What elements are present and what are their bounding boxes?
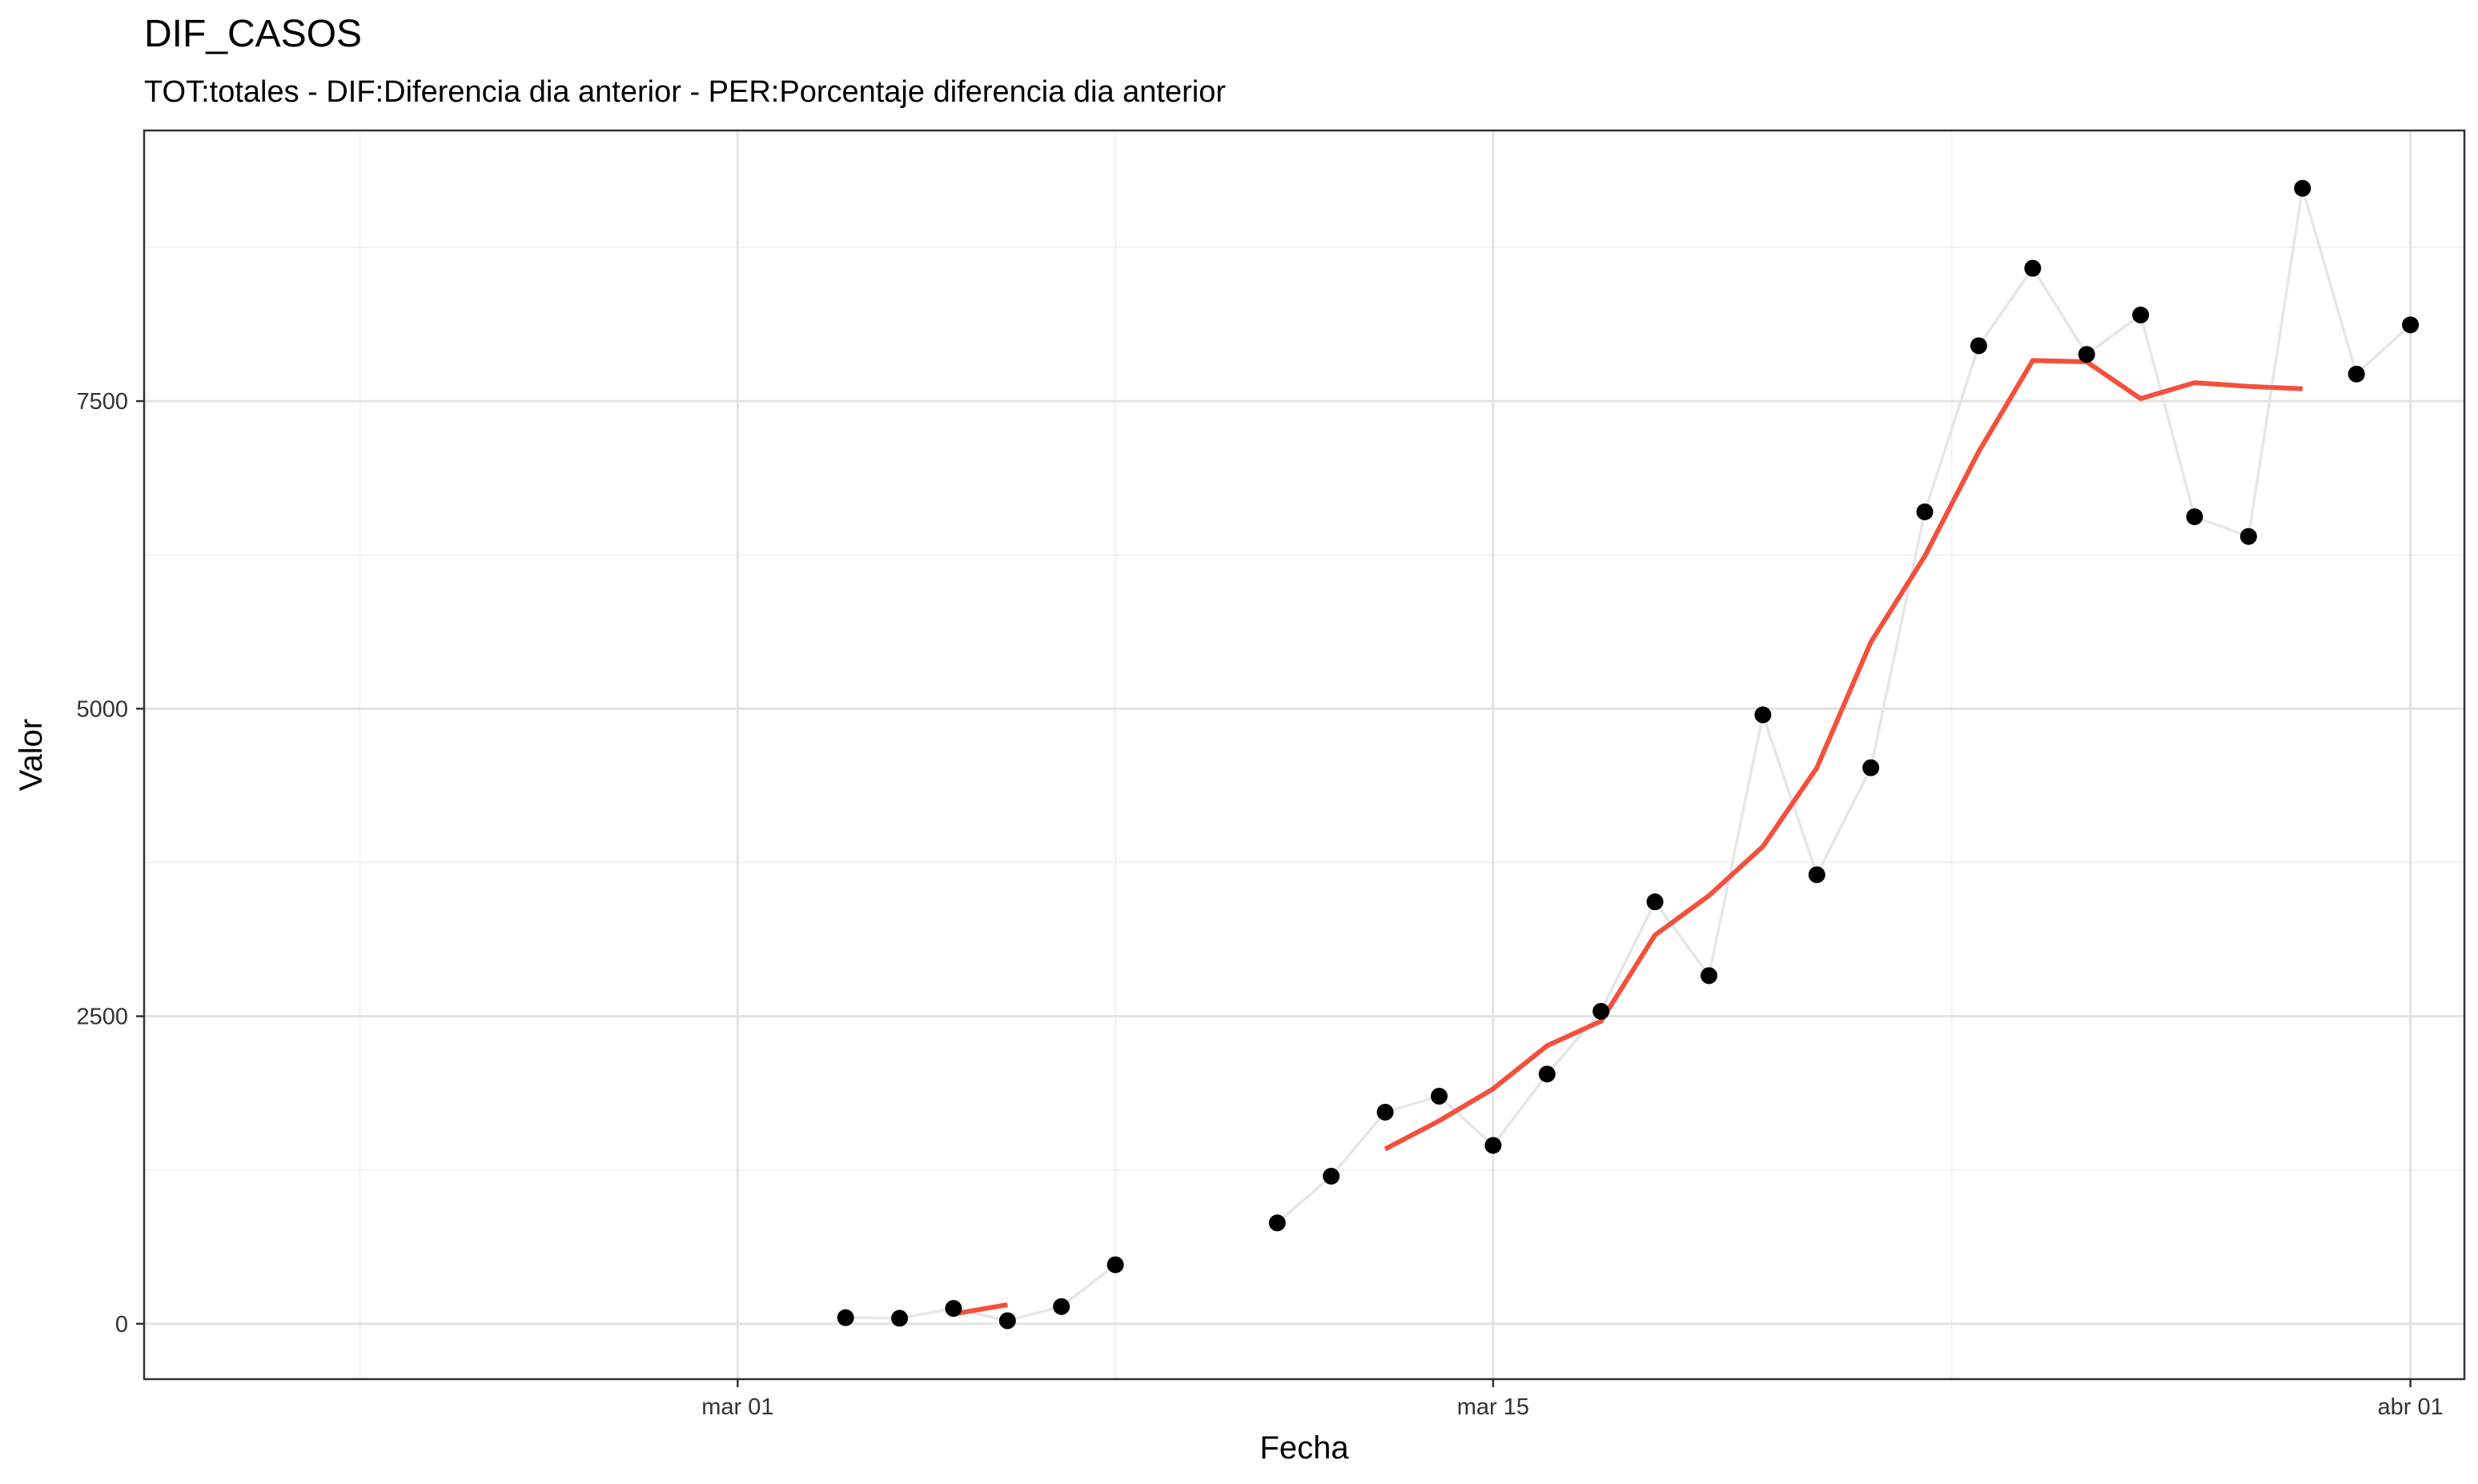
data-point — [1376, 1103, 1394, 1121]
plot-panel-border — [143, 129, 2466, 1381]
data-point — [1484, 1137, 1502, 1154]
data-point — [1646, 893, 1664, 911]
moving-average-line — [953, 1302, 1008, 1317]
moving-average-layer — [953, 358, 2303, 1317]
y-tick-label: 0 — [115, 1312, 128, 1338]
x-tick-label: mar 15 — [1457, 1394, 1529, 1420]
x-tick-labels: mar 01 mar 15 abr 01 — [701, 1394, 2444, 1420]
data-point — [2239, 527, 2257, 545]
y-tick-labels: 0 2500 5000 7500 — [76, 389, 128, 1338]
data-point — [2186, 508, 2203, 526]
grid-minor — [144, 130, 2464, 1379]
data-point — [1430, 1088, 1448, 1105]
moving-average-line — [1384, 358, 2303, 1152]
y-tick-label: 2500 — [76, 1005, 128, 1030]
data-point — [1808, 866, 1825, 884]
data-point — [1592, 1002, 1610, 1020]
x-tick-label: abr 01 — [2377, 1394, 2443, 1420]
data-point — [1700, 967, 1717, 985]
data-point — [891, 1310, 909, 1327]
x-axis-title: Fecha — [1259, 1430, 1349, 1466]
data-point — [2402, 316, 2420, 334]
points-layer — [837, 179, 2420, 1330]
data-point — [2347, 365, 2365, 383]
data-point — [1106, 1256, 1124, 1273]
y-tick-label: 7500 — [76, 389, 128, 415]
data-point — [1970, 337, 1987, 355]
data-point — [1754, 706, 1772, 724]
y-tick-label: 5000 — [76, 696, 128, 722]
data-point — [1538, 1065, 1556, 1083]
data-point — [1053, 1297, 1070, 1315]
chart-title: DIF_CASOS — [144, 13, 362, 55]
data-point — [2294, 179, 2311, 197]
data-point — [1916, 503, 1934, 520]
data-point — [1862, 759, 1880, 776]
data-point — [837, 1309, 854, 1326]
connector-line — [1276, 187, 2412, 1225]
grid-major — [144, 130, 2464, 1379]
connector-layer — [845, 187, 2412, 1322]
data-point — [2078, 346, 2095, 363]
y-axis-title: Valor — [14, 719, 49, 791]
connector-line — [845, 1263, 1117, 1322]
data-point — [2024, 259, 2042, 277]
axis-ticks — [136, 399, 2412, 1387]
x-tick-label: mar 01 — [701, 1394, 773, 1420]
data-point — [998, 1312, 1016, 1330]
data-point — [1268, 1214, 1286, 1232]
chart-subtitle: TOT:totales - DIF:Diferencia dia anterio… — [144, 75, 1226, 109]
data-point — [945, 1300, 962, 1318]
data-point — [2132, 307, 2150, 324]
data-point — [1323, 1167, 1340, 1185]
